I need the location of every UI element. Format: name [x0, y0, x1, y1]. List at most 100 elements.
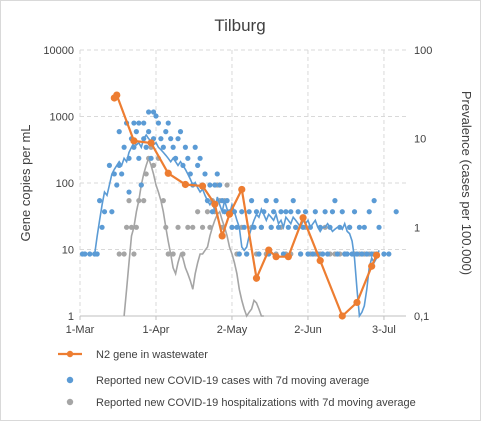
case-point — [253, 209, 260, 215]
wastewater-point — [372, 251, 381, 259]
case-point — [158, 136, 164, 142]
y-axis-label: Gene copies per mL — [18, 124, 33, 241]
case-point — [359, 251, 365, 257]
hospitalization-point — [131, 251, 137, 257]
case-point — [101, 209, 108, 215]
case-point — [146, 129, 152, 135]
case-point — [160, 144, 166, 150]
case-point — [82, 251, 88, 257]
case-point — [317, 224, 323, 230]
case-point — [393, 209, 399, 215]
case-point — [219, 198, 225, 204]
case-point — [224, 198, 230, 204]
case-point — [307, 224, 314, 230]
case-point — [229, 224, 235, 230]
case-point — [329, 209, 336, 215]
x-tick-label: 1-Apr — [143, 324, 170, 336]
x-tick-label: 3-Jul — [372, 324, 396, 336]
case-point — [136, 155, 142, 161]
y2-tick-label: 0,1 — [414, 311, 429, 323]
case-point — [217, 182, 223, 188]
y-tick-label: 100 — [56, 178, 74, 190]
legend-marker-hospitalizations — [66, 398, 74, 406]
case-point — [141, 136, 147, 142]
y-tick-label: 1 — [68, 311, 74, 323]
case-point — [337, 224, 343, 230]
wastewater-point — [130, 137, 138, 145]
hospitalization-point — [195, 209, 201, 215]
case-point — [290, 198, 296, 204]
hospitalization-point — [141, 198, 147, 204]
case-point — [320, 251, 326, 257]
hospitalization-point — [180, 251, 186, 257]
wastewater-point — [225, 210, 234, 218]
y2-tick-label: 100 — [414, 45, 432, 57]
wastewater-point — [338, 312, 346, 320]
case-point — [246, 209, 252, 215]
case-point — [239, 209, 245, 215]
case-point — [364, 251, 370, 257]
case-point — [163, 129, 169, 135]
case-point — [121, 144, 127, 150]
case-point — [148, 155, 154, 161]
hospitalization-point — [121, 251, 127, 257]
wastewater-point — [353, 298, 361, 307]
case-point — [312, 209, 318, 215]
y2-tick-label: 10 — [414, 134, 426, 146]
hospitalization-point — [150, 162, 157, 168]
hospitalization-point — [116, 251, 122, 257]
case-point — [324, 251, 331, 257]
case-point — [172, 155, 179, 161]
case-point — [234, 224, 240, 230]
hospitalization-point — [128, 224, 135, 230]
case-point — [339, 209, 345, 215]
case-point — [222, 209, 228, 215]
case-point — [141, 120, 147, 126]
case-point — [283, 209, 289, 215]
case-point — [258, 224, 264, 230]
wastewater-point — [316, 257, 324, 265]
hospitalization-point — [207, 224, 213, 230]
hospitalization-point — [224, 182, 230, 188]
hospitalization-point — [190, 224, 196, 230]
case-point — [256, 251, 262, 257]
case-point — [300, 224, 306, 230]
hospitalization-point — [133, 224, 139, 230]
hospitalization-point — [163, 224, 169, 230]
case-point — [263, 198, 269, 204]
wastewater-point — [368, 262, 376, 270]
case-point — [187, 171, 193, 177]
case-point — [138, 182, 144, 188]
hospitalization-point — [143, 171, 149, 177]
case-point — [97, 198, 103, 204]
wastewater-point — [238, 185, 246, 194]
case-point — [126, 155, 132, 161]
case-point — [347, 224, 353, 230]
hospitalization-point — [204, 209, 211, 215]
legend: N2 gene in wastewater Reported new COVID-… — [58, 349, 416, 409]
legend-label: Reported new COVID-19 cases with 7d movi… — [96, 375, 369, 387]
case-point — [327, 224, 333, 230]
hospitalization-point — [175, 224, 181, 230]
case-point — [351, 209, 358, 215]
case-point — [197, 155, 203, 161]
hospitalization-point — [170, 251, 176, 257]
case-point — [285, 224, 291, 230]
case-point — [268, 224, 274, 230]
axes: 1 10 100 1000 10000 0,1 1 10 100 1-Mar 1-Apr 2-May 2… — [43, 45, 432, 336]
legend-label: N2 gene in wastewater — [96, 349, 208, 361]
hospitalization-point — [123, 224, 130, 230]
case-point — [381, 251, 387, 257]
wastewater-point — [113, 91, 121, 99]
case-point — [150, 109, 157, 115]
case-point — [349, 251, 355, 257]
case-point — [275, 224, 282, 230]
case-point — [248, 198, 255, 204]
plot-area — [79, 91, 399, 320]
case-point — [155, 120, 162, 126]
case-point — [99, 224, 105, 230]
case-point — [261, 209, 267, 215]
case-point — [302, 209, 309, 215]
